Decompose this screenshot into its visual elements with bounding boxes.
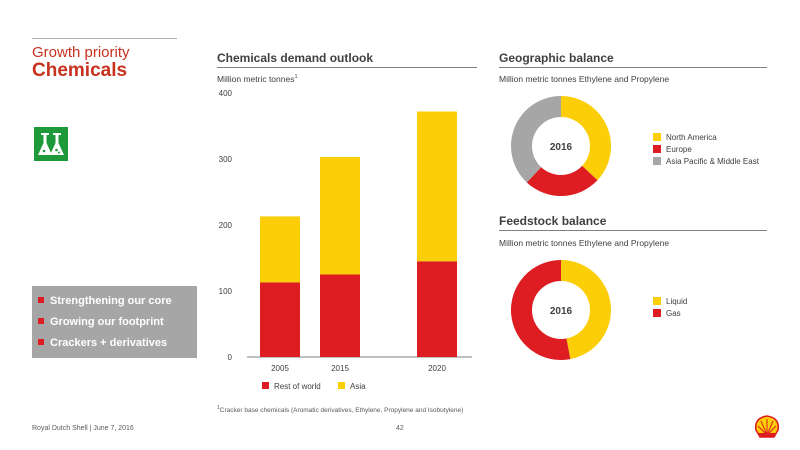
demand-title-rule: [217, 67, 477, 68]
legend-swatch: [653, 309, 661, 317]
x-tick-label: 2020: [428, 364, 446, 373]
footer-company-date: Royal Dutch Shell | June 7, 2016: [32, 425, 134, 432]
footnote: 1Cracker base chemicals (Aromatic deriva…: [217, 405, 464, 415]
bullet-square-icon: [38, 339, 44, 345]
feed-donut-chart: 2016 Liquid Gas: [510, 260, 687, 360]
page-number: 42: [396, 425, 404, 432]
legend-label: Asia: [350, 382, 366, 391]
bullet-item: Strengthening our core: [38, 295, 172, 307]
section-label: Growth priority: [32, 44, 130, 61]
y-tick-label: 300: [219, 155, 233, 164]
legend-label: North America: [666, 133, 717, 142]
demand-title: Chemicals demand outlook: [217, 51, 374, 65]
shell-logo-icon: [754, 415, 780, 438]
legend-swatch: [653, 145, 661, 153]
y-tick-label: 100: [219, 287, 233, 296]
bullet-panel: Strengthening our core Growing our footp…: [32, 286, 197, 358]
donut-hole: [532, 281, 590, 339]
feed-center-label: 2016: [550, 306, 573, 317]
bullet-item: Crackers + derivatives: [38, 337, 167, 349]
y-tick-label: 400: [219, 89, 233, 98]
legend-label: Liquid: [666, 297, 687, 306]
bar-asia-2015: [320, 157, 360, 275]
y-tick-label: 200: [219, 221, 233, 230]
legend-swatch: [653, 157, 661, 165]
legend-swatch: [262, 382, 269, 389]
demand-subtitle: Million metric tonnes1: [217, 74, 298, 84]
bullet-item: Growing our footprint: [38, 316, 164, 328]
x-tick-label: 2015: [331, 364, 349, 373]
geo-center-label: 2016: [550, 142, 573, 153]
geo-subtitle: Million metric tonnes Ethylene and Propy…: [499, 74, 670, 84]
donut-hole: [532, 117, 590, 175]
legend-swatch: [338, 382, 345, 389]
bullet-square-icon: [38, 318, 44, 324]
bar-rest-of-world-2020: [417, 261, 457, 357]
geo-donut-chart: 2016 North America Europe Asia Pacific & M…: [510, 96, 760, 197]
bar-rest-of-world-2005: [260, 282, 300, 357]
y-tick-label: 0: [228, 353, 233, 362]
feed-title: Feedstock balance: [499, 214, 607, 228]
feed-title-rule: [499, 230, 767, 231]
flask-icon: [34, 127, 68, 161]
legend-label: Asia Pacific & Middle East: [666, 157, 760, 166]
legend-label: Gas: [666, 309, 681, 318]
bar-asia-2005: [260, 216, 300, 283]
feed-subtitle: Million metric tonnes Ethylene and Propy…: [499, 238, 670, 248]
geo-title-rule: [499, 67, 767, 68]
page-title: Chemicals: [32, 60, 128, 81]
legend-label: Europe: [666, 145, 692, 154]
legend-swatch: [653, 133, 661, 141]
legend-swatch: [653, 297, 661, 305]
geo-title: Geographic balance: [499, 51, 614, 65]
bullet-square-icon: [38, 297, 44, 303]
bar-rest-of-world-2015: [320, 274, 360, 357]
demand-bar-chart: 0 100 200 300 400 2005 2015 2020 Rest of world…: [219, 89, 472, 391]
legend-label: Rest of world: [274, 382, 321, 391]
x-tick-label: 2005: [271, 364, 289, 373]
bar-asia-2020: [417, 111, 457, 262]
header-rule: [32, 38, 177, 39]
